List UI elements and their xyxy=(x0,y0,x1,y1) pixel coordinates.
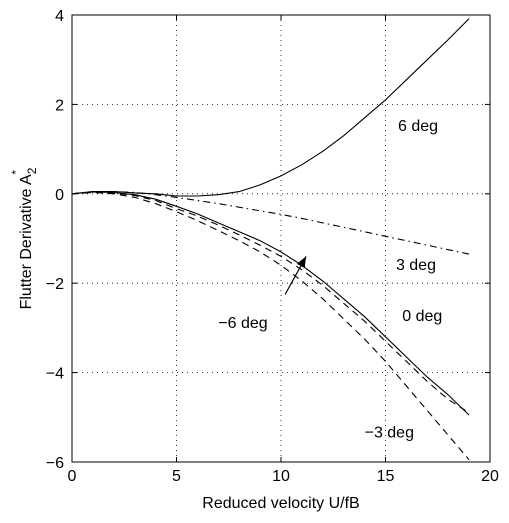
y-tick-label: −4 xyxy=(46,366,64,383)
series-line-4 xyxy=(71,191,470,461)
x-tick-label: 15 xyxy=(377,468,395,485)
series-line-1 xyxy=(71,191,470,255)
plot-area xyxy=(72,15,490,462)
series-line-2 xyxy=(71,191,470,416)
annotation-label: 0 deg xyxy=(402,308,442,325)
x-axis-label: Reduced velocity U/fB xyxy=(202,495,359,512)
y-tick-label: −6 xyxy=(46,455,64,472)
annotation-label: −6 deg xyxy=(218,315,267,332)
y-tick-label: 2 xyxy=(55,97,64,114)
y-tick-label: 4 xyxy=(55,8,64,25)
y-tick-label: 0 xyxy=(55,187,64,204)
x-tick-label: 0 xyxy=(68,468,77,485)
annotation-label: 3 deg xyxy=(396,257,436,274)
axes-frame xyxy=(71,14,491,463)
x-tick-label: 10 xyxy=(272,468,290,485)
x-tick-label: 20 xyxy=(481,468,499,485)
y-tick-label: −2 xyxy=(46,276,64,293)
y-axis-label: Flutter Derivative A2* xyxy=(9,167,39,309)
arrow-head xyxy=(296,256,307,269)
annotation-label: −3 deg xyxy=(365,424,414,441)
annotation-label: 6 deg xyxy=(398,118,438,135)
x-tick-label: 5 xyxy=(172,468,181,485)
series-line-3 xyxy=(71,191,470,414)
